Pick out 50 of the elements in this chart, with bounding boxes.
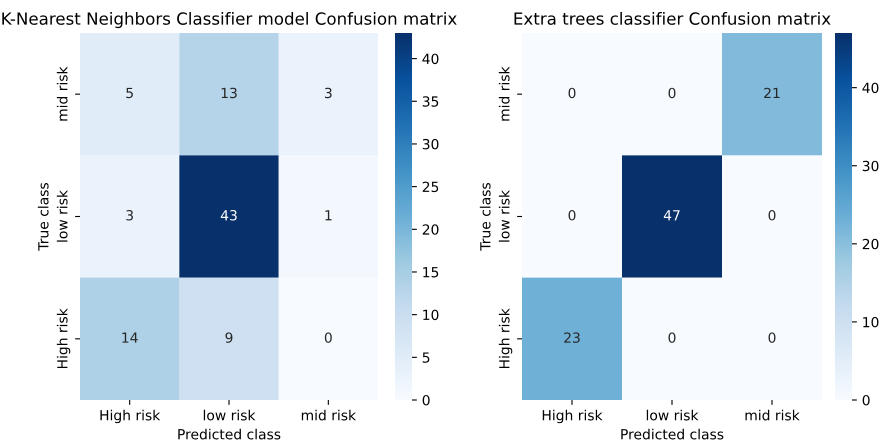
- x-tick-label: mid risk: [302, 410, 356, 420]
- color-bar-label: 25: [422, 182, 438, 192]
- color-bar-label: 10: [863, 316, 878, 328]
- y-tick-label: mid risk: [56, 66, 68, 121]
- data-label: 9: [225, 332, 232, 343]
- data-label: 0: [668, 88, 676, 98]
- color-bar-label: 0: [422, 394, 430, 406]
- y-tick-label: low risk: [56, 190, 68, 242]
- y-tick-label: mid risk: [498, 66, 510, 121]
- x-tick-label: High risk: [542, 410, 603, 424]
- data-label: 0: [568, 210, 576, 221]
- color-bar-label: 0: [862, 394, 870, 406]
- data-label: 14: [122, 332, 138, 343]
- color-bar-label: 30: [862, 160, 878, 172]
- color-bar-label: 20: [422, 224, 438, 235]
- x-axis-title: Predicted class: [621, 428, 724, 440]
- data-label: 43: [220, 210, 237, 221]
- chart-title: Extra trees classifier Confusion matrix: [514, 12, 831, 25]
- color-bar-label: 10: [423, 310, 438, 320]
- data-label: 13: [222, 88, 237, 98]
- x-axis-title: Predicted class: [178, 428, 280, 440]
- data-label: 3: [126, 210, 133, 221]
- x-tick-label: High risk: [100, 410, 160, 424]
- data-label: 0: [324, 332, 332, 343]
- color-bar-label: 40: [862, 82, 878, 94]
- data-label: 0: [768, 210, 776, 221]
- data-label: 0: [668, 332, 676, 343]
- data-label: 0: [768, 332, 776, 343]
- color-bar-label: 5: [422, 352, 430, 363]
- data-label: 23: [564, 332, 580, 343]
- data-label: 21: [764, 88, 780, 98]
- data-label: 5: [126, 88, 133, 98]
- color-bar-label: 35: [422, 96, 438, 107]
- color-bar-label: 20: [862, 238, 878, 250]
- y-tick-label: High risk: [498, 308, 512, 368]
- color-bar-label: 15: [423, 267, 438, 278]
- chart-title: K-Nearest Neighbors Classifier model Confusion matrix: [2, 12, 457, 28]
- y-tick-label: low risk: [498, 190, 510, 242]
- data-label: 47: [664, 210, 680, 220]
- data-label: 0: [568, 88, 576, 98]
- y-axis-title: True class: [480, 182, 491, 251]
- data-label: 3: [324, 88, 332, 98]
- x-tick-label: low risk: [646, 410, 698, 420]
- y-tick-label: High risk: [56, 308, 70, 368]
- x-tick-label: mid risk: [746, 410, 800, 420]
- data-label: 1: [325, 210, 332, 220]
- color-bar-label: 30: [422, 138, 438, 150]
- x-tick-label: low risk: [204, 410, 256, 420]
- y-axis-title: True class: [38, 182, 49, 251]
- color-bar-label: 40: [422, 54, 438, 64]
